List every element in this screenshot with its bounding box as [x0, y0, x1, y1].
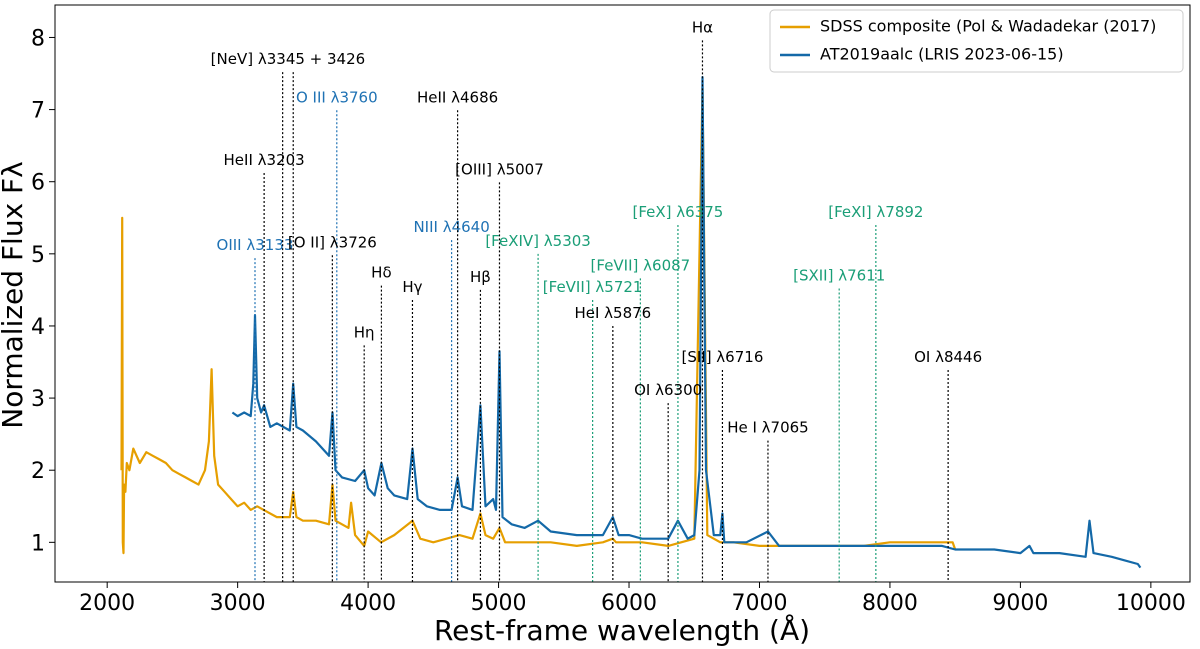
annotation-label: Hβ [470, 268, 491, 286]
x-tick-label: 8000 [862, 591, 918, 616]
annotation-label: HeII λ3203 [224, 151, 305, 169]
plot-frame [54, 4, 1191, 583]
annotation-label: [FeX] λ6375 [633, 203, 724, 221]
y-tick-label: 3 [31, 387, 45, 412]
spectrum-line [231, 75, 1142, 569]
annotation-label: Hγ [402, 278, 422, 296]
annotation-label: Hη [354, 323, 375, 341]
y-axis-label: Normalized Flux Fλ [0, 161, 29, 428]
y-tick-label: 8 [31, 26, 45, 51]
legend-box [769, 9, 1184, 73]
y-tick-label: 1 [31, 531, 45, 556]
x-tick-label: 6000 [601, 591, 657, 616]
annotation-label: [SXII] λ7611 [793, 266, 885, 284]
x-tick-label: 2000 [79, 591, 135, 616]
annotation-label: HeII λ4686 [417, 88, 498, 106]
annotation-label: [FeVII] λ6087 [591, 256, 691, 274]
x-tick-label: 10000 [1116, 591, 1186, 616]
x-tick-label: 7000 [731, 591, 787, 616]
annotation-label: Hδ [371, 264, 391, 282]
spectrum-line [120, 86, 957, 555]
annotation-label: Hα [692, 18, 713, 36]
annotation-label: O III λ3760 [296, 88, 378, 106]
annotation-label: OI λ6300 [634, 381, 702, 399]
y-tick-label: 5 [31, 243, 45, 268]
x-axis-label: Rest-frame wavelength (Å) [434, 613, 810, 647]
annotation-label: [FeXI] λ7892 [828, 203, 923, 221]
annotation-label: [NeV] λ3345 + 3426 [211, 50, 366, 68]
annotation-label: NIII λ4640 [413, 218, 489, 236]
legend-label: AT2019aalc (LRIS 2023-06-15) [820, 45, 1064, 64]
annotation-label: OI λ8446 [914, 348, 982, 366]
x-tick-label: 9000 [992, 591, 1048, 616]
annotation-label: [OIII] λ5007 [455, 160, 544, 178]
annotation-label: [FeXIV] λ5303 [485, 232, 591, 250]
x-tick-label: 3000 [210, 591, 266, 616]
annotation-label: [FeVII] λ5721 [543, 278, 643, 296]
annotation-label: OIII λ3133 [217, 236, 294, 254]
y-tick-label: 4 [31, 315, 45, 340]
legend-label: SDSS composite (Pol & Wadadekar (2017) [820, 17, 1156, 36]
annotation-label: He I λ7065 [727, 419, 809, 437]
annotation-label: [SII] λ6716 [681, 348, 763, 366]
y-tick-label: 6 [31, 171, 45, 196]
y-tick-label: 2 [31, 459, 45, 484]
x-tick-label: 4000 [340, 591, 396, 616]
annotation-label: [O II] λ3726 [288, 233, 377, 251]
x-tick-label: 5000 [471, 591, 527, 616]
legend: SDSS composite (Pol & Wadadekar (2017) AT… [769, 9, 1184, 73]
y-tick-label: 7 [31, 99, 45, 124]
annotation-label: HeI λ5876 [574, 304, 651, 322]
